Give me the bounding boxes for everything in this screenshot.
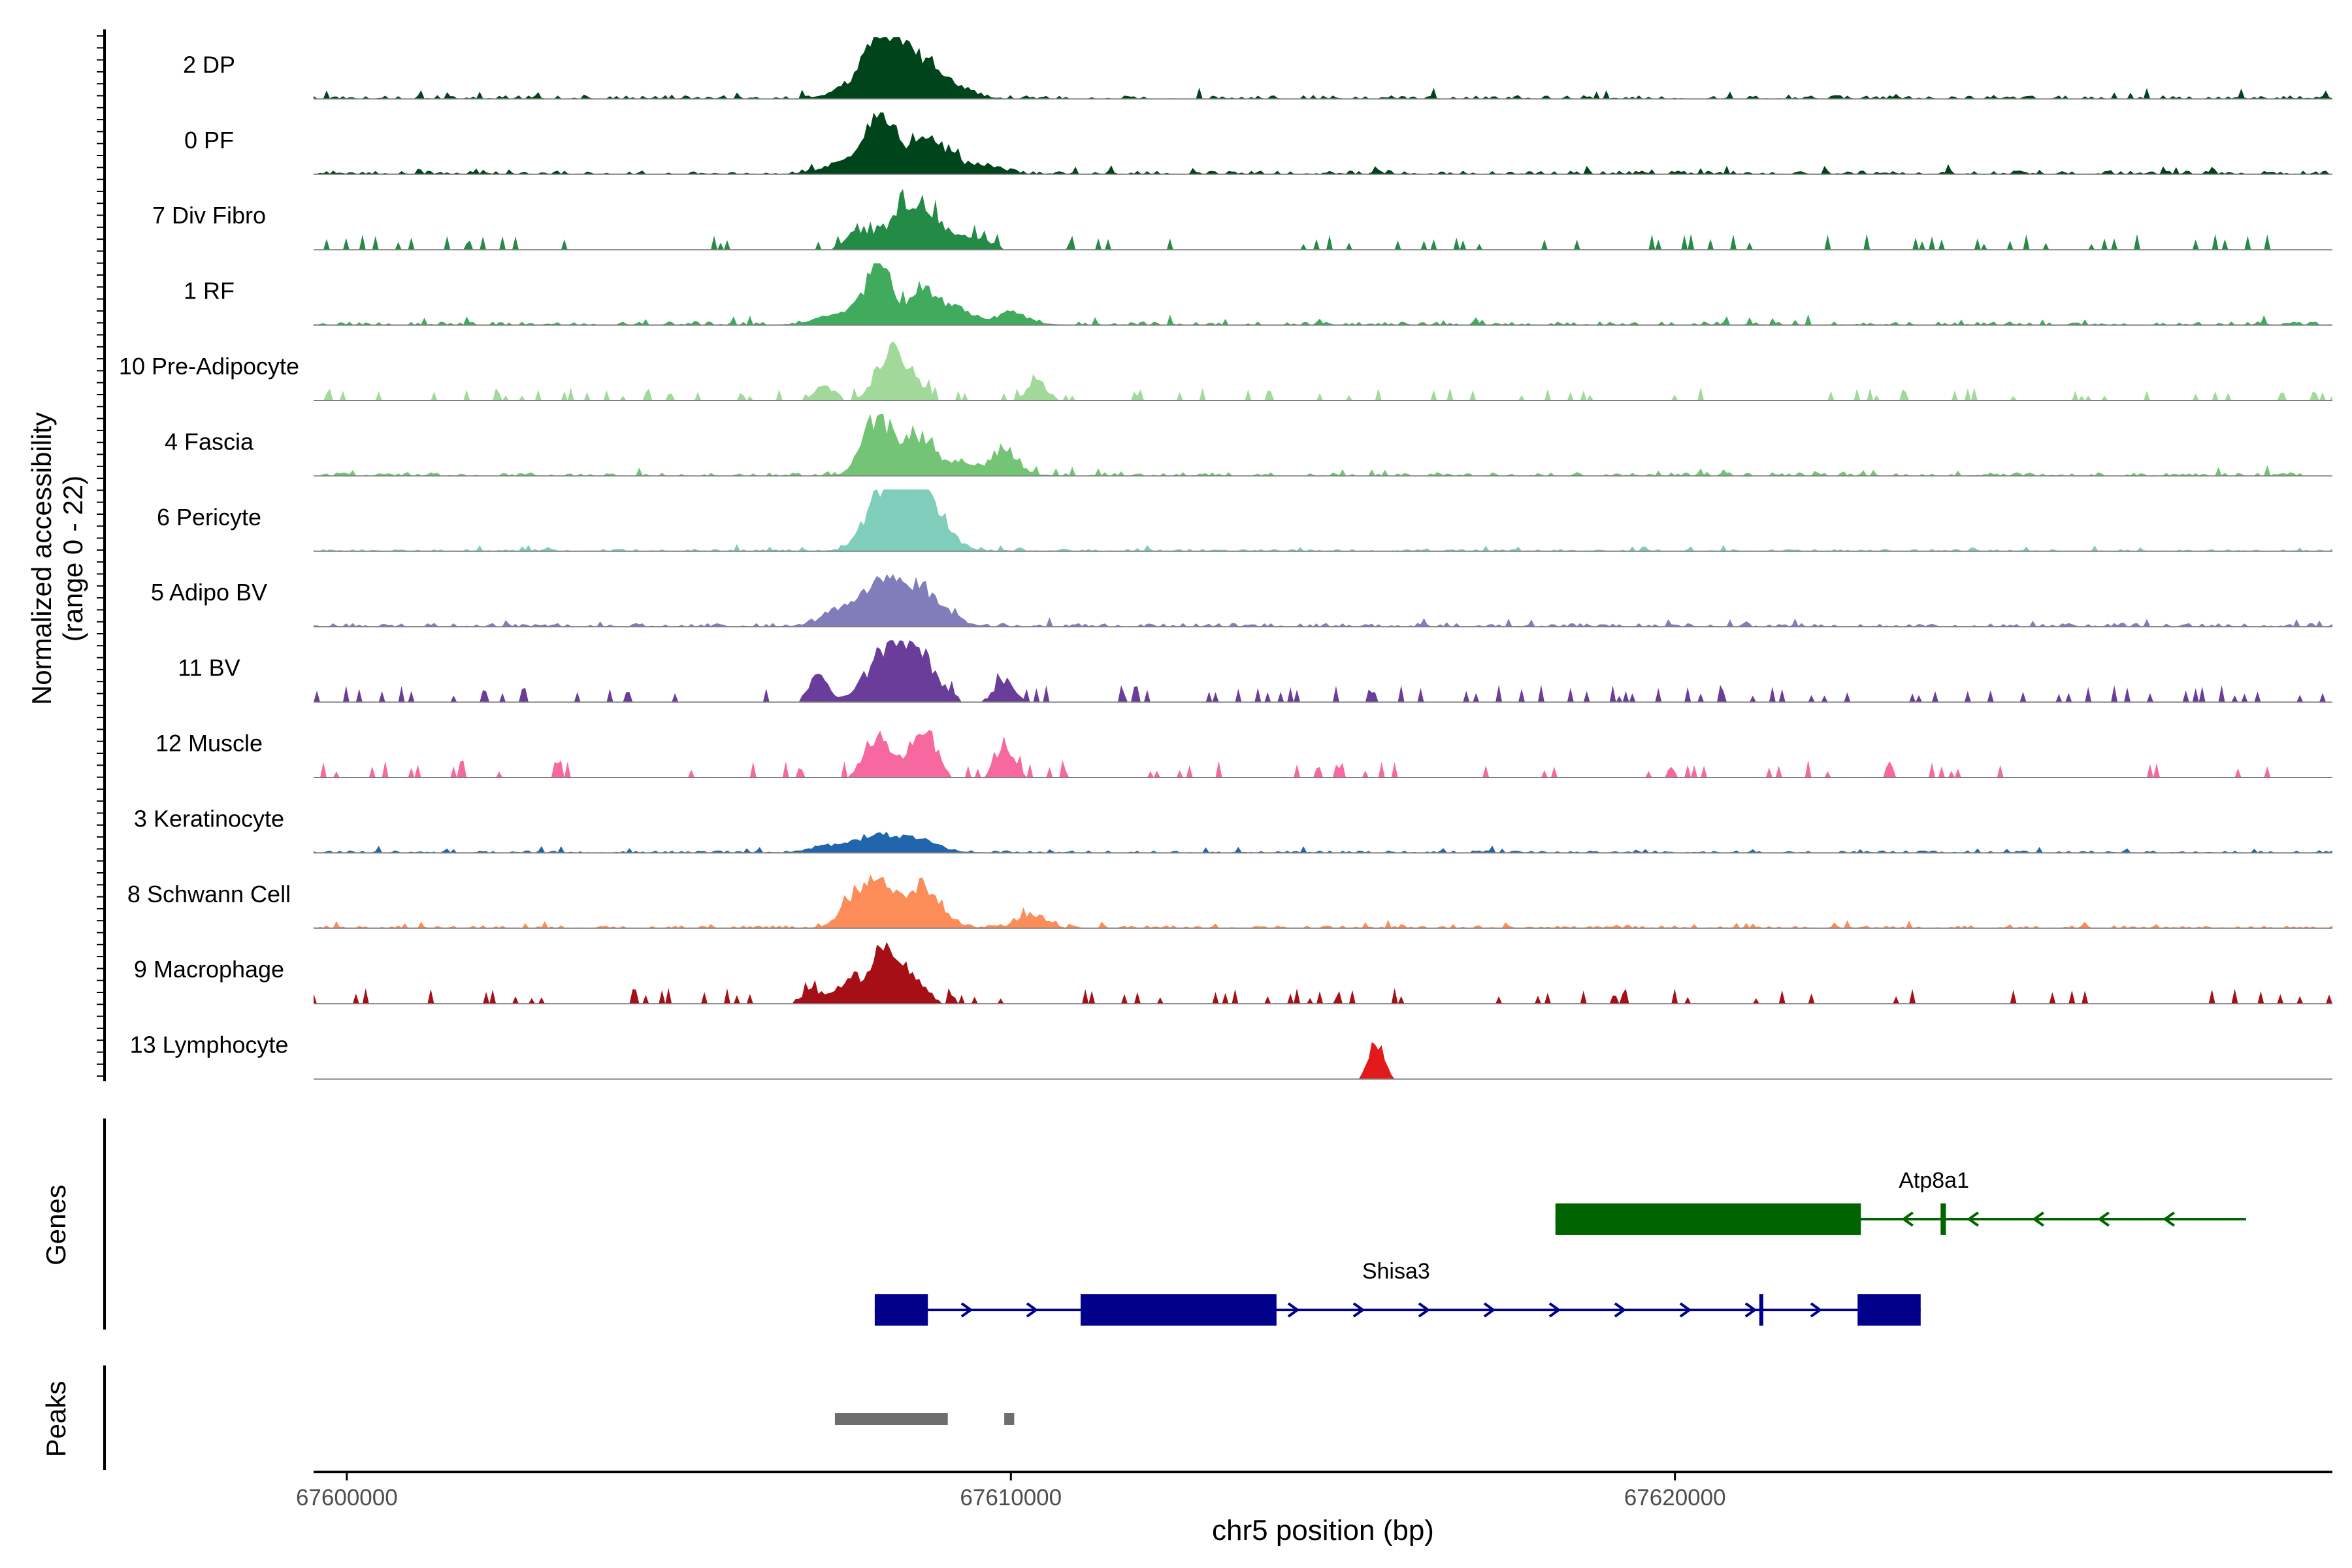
track-11-bv: 11 BV — [178, 640, 2332, 703]
track-label: 5 Adipo BV — [151, 579, 267, 606]
exon — [1940, 1203, 1946, 1235]
y-axis-title-line2: (range 0 - 22) — [57, 476, 88, 642]
strand-arrow — [2163, 1211, 2175, 1227]
track-12-muscle: 12 Muscle — [155, 730, 2332, 778]
peak-region — [834, 1413, 948, 1425]
accessibility-tracks: 2 DP 0 PF 7 Div Fibro 1 RF 10 Pre-Adipocyte 4… — [119, 37, 2332, 1080]
exon — [1857, 1294, 1921, 1326]
exon — [1080, 1294, 1277, 1326]
gene-annotation-panel: Atp8a1 Shisa3 — [103, 1119, 2246, 1330]
coverage-area — [314, 640, 2332, 702]
strand-arrow — [1548, 1302, 1561, 1318]
exon — [874, 1294, 928, 1326]
genes-panel-label: Genes — [41, 1184, 71, 1266]
track-label: 6 Pericyte — [157, 504, 261, 531]
track-5-adipo-bv: 5 Adipo BV — [151, 574, 2332, 628]
track-label: 8 Schwann Cell — [127, 881, 291, 907]
x-tick-label: 67620000 — [1624, 1485, 1726, 1511]
track-label: 4 Fascia — [165, 428, 254, 455]
track-label: 13 Lymphocyte — [130, 1032, 289, 1058]
strand-arrow — [960, 1302, 973, 1318]
track-9-macrophage: 9 Macrophage — [134, 941, 2332, 1005]
track-label: 7 Div Fibro — [152, 202, 266, 229]
coverage-area — [314, 941, 2332, 1004]
strand-arrow — [2032, 1211, 2044, 1227]
track-8-schwann-cell: 8 Schwann Cell — [127, 874, 2332, 929]
track-label: 9 Macrophage — [134, 956, 284, 983]
exon — [1555, 1203, 1861, 1235]
coverage-area — [314, 831, 2332, 853]
gene-atp8a1: Atp8a1 — [1555, 1168, 2246, 1235]
track-label: 1 RF — [184, 278, 235, 304]
track-7-div-fibro: 7 Div Fibro — [152, 189, 2332, 251]
strand-arrow — [1679, 1302, 1692, 1318]
strand-arrow — [1418, 1302, 1431, 1318]
strand-arrow — [1352, 1302, 1365, 1318]
peaks-panel-label: Peaks — [41, 1381, 71, 1458]
gene-label: Atp8a1 — [1899, 1168, 1969, 1193]
peak-region — [1004, 1413, 1015, 1425]
track-10-pre-adipocyte: 10 Pre-Adipocyte — [119, 341, 2332, 401]
strand-arrow — [1744, 1302, 1757, 1318]
track-2-dp: 2 DP — [183, 37, 2332, 100]
track-y-axis — [97, 29, 106, 1081]
y-axis-title-line1: Normalized accessibility — [26, 412, 57, 705]
track-1-rf: 1 RF — [184, 263, 2332, 326]
strand-arrow — [1287, 1302, 1300, 1318]
strand-arrow — [1026, 1302, 1039, 1318]
track-label: 11 BV — [178, 655, 240, 681]
strand-arrow — [2097, 1211, 2110, 1227]
track-0-pf: 0 PF — [184, 112, 2332, 175]
track-label: 3 Keratinocyte — [134, 805, 284, 832]
strand-arrow — [1967, 1211, 1979, 1227]
x-tick-label: 67610000 — [960, 1485, 1062, 1511]
track-label: 10 Pre-Adipocyte — [119, 353, 299, 380]
track-4-fascia: 4 Fascia — [165, 414, 2332, 477]
strand-arrow — [1614, 1302, 1627, 1318]
track-3-keratinocyte: 3 Keratinocyte — [134, 805, 2332, 854]
strand-arrow — [1483, 1302, 1496, 1318]
x-axis: 67600000 67610000 67620000 — [296, 1471, 2332, 1511]
x-tick-label: 67600000 — [296, 1485, 398, 1511]
track-6-pericyte: 6 Pericyte — [157, 489, 2332, 552]
gene-shisa3: Shisa3 — [874, 1259, 1921, 1326]
x-axis-title: chr5 position (bp) — [1212, 1514, 1434, 1546]
gene-label: Shisa3 — [1362, 1259, 1430, 1284]
exon — [1759, 1294, 1763, 1326]
track-label: 2 DP — [183, 51, 235, 78]
track-label: 0 PF — [184, 127, 234, 154]
track-13-lymphocyte: 13 Lymphocyte — [130, 1032, 2332, 1080]
peaks-panel — [103, 1365, 1015, 1470]
strand-arrow — [1901, 1211, 1914, 1227]
track-label: 12 Muscle — [155, 730, 263, 757]
coverage-area — [314, 189, 2332, 250]
coverage-area — [314, 37, 2332, 99]
strand-arrow — [1810, 1302, 1823, 1318]
